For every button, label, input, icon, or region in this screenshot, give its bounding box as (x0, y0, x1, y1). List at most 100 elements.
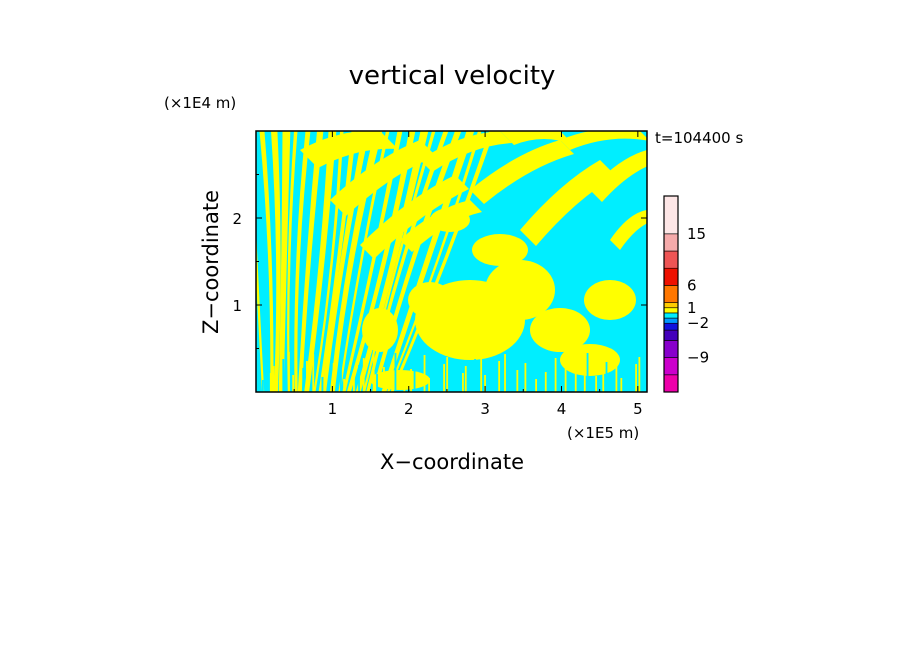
bottom-striation (324, 370, 327, 392)
bottom-striation (282, 359, 285, 392)
bottom-striation (620, 378, 623, 392)
positive-stripe (322, 131, 370, 392)
positive-stripe (338, 131, 390, 392)
bottom-striation (480, 352, 483, 392)
y-tick-label: 2 (232, 210, 242, 228)
bottom-striation (550, 365, 553, 392)
bottom-striation (615, 355, 618, 392)
bottom-striation (353, 372, 355, 392)
positive-stripe (346, 131, 416, 392)
x-unit-label: (×1E5 m) (567, 424, 639, 442)
bottom-striation (272, 366, 275, 392)
positive-blob (408, 282, 452, 318)
y-unit-label: (×1E4 m) (164, 94, 236, 112)
bottom-striation (321, 377, 324, 392)
bottom-striation (474, 359, 476, 392)
positive-band (520, 160, 616, 246)
y-axis: 12 (232, 174, 647, 349)
positive-band (360, 175, 469, 259)
positive-band (590, 150, 647, 202)
colorbar-bin (663, 250, 679, 269)
y-tick-label: 1 (232, 297, 242, 315)
bottom-striation (312, 354, 315, 392)
bottom-striation (583, 360, 586, 392)
bottom-striation (413, 362, 416, 392)
positive-stripe (342, 131, 403, 392)
colorbar-bin (663, 312, 679, 319)
colorbar-label: 1 (687, 299, 697, 317)
bottom-striation (498, 361, 501, 392)
bottom-striation (428, 378, 430, 392)
positive-band (500, 131, 574, 145)
bottom-striation (586, 353, 589, 392)
bottom-striation (423, 355, 426, 392)
colorbar-bin (663, 374, 679, 393)
bottom-striation (403, 376, 406, 392)
colorbar: −9 −21 6 15 (663, 195, 709, 393)
positive-blob (560, 344, 620, 376)
x-tick-label: 3 (480, 400, 490, 418)
positive-blob (485, 260, 555, 320)
y-axis-label: Z−coordinate (199, 190, 223, 334)
bottom-striation (453, 380, 456, 392)
colorbar-bin (663, 317, 679, 324)
bottom-striation (635, 364, 637, 392)
positive-stripe (297, 131, 324, 392)
positive-stripe (278, 131, 291, 392)
colorbar-label: −9 (687, 349, 709, 367)
bottom-striation (516, 370, 519, 392)
colorbar-bin (663, 302, 679, 309)
bottom-striation (602, 369, 605, 392)
time-label: t=104400 s (655, 129, 743, 147)
bottom-striation (340, 356, 342, 392)
chart-title: vertical velocity (349, 61, 556, 91)
positive-stripe (294, 131, 311, 392)
bottom-striation (302, 368, 305, 392)
x-axis-label: X−coordinate (380, 450, 524, 474)
colorbar-frame (663, 195, 679, 393)
positive-blob (530, 308, 590, 352)
positive-stripe (271, 131, 281, 392)
colorbar-bin (663, 307, 679, 314)
positive-blob (584, 280, 636, 320)
positive-band (300, 131, 398, 168)
bottom-striation (504, 354, 506, 392)
positive-stripe (329, 131, 383, 392)
bottom-striation (544, 372, 547, 392)
positive-band (560, 131, 647, 150)
plot-area (256, 131, 647, 392)
x-tick-label: 4 (557, 400, 567, 418)
bottom-striation (343, 379, 346, 392)
colorbar-bin (663, 195, 679, 235)
bottom-striation (625, 371, 628, 392)
bottom-striation (383, 367, 385, 392)
bottom-striation (358, 365, 360, 392)
positive-band (470, 140, 574, 204)
x-tick-label: 1 (328, 400, 338, 418)
positive-blob (430, 208, 470, 232)
bottom-striation (362, 358, 365, 392)
colorbar-bin (663, 329, 679, 341)
bottom-striation (464, 366, 467, 392)
bottom-striation (535, 379, 538, 392)
colorbar-bin (663, 340, 679, 358)
bottom-striation (574, 367, 577, 392)
bottom-striation (513, 377, 516, 392)
bottom-striation (446, 357, 449, 392)
bottom-striation (532, 356, 535, 392)
bottom-striation (292, 375, 295, 392)
positive-blob (370, 370, 430, 390)
colorbar-bin (663, 322, 679, 331)
bottom-striation (410, 369, 412, 392)
bottom-striation (484, 375, 486, 392)
bottom-striation (494, 368, 496, 392)
colorbar-bin (663, 285, 679, 303)
bottom-striation (433, 371, 436, 392)
bottom-striation (332, 363, 335, 392)
colorbar-label: 6 (687, 276, 697, 294)
x-tick-label: 5 (633, 400, 643, 418)
bottom-striation (306, 361, 308, 392)
bottom-striation (372, 351, 375, 392)
bottom-striation (524, 363, 527, 392)
